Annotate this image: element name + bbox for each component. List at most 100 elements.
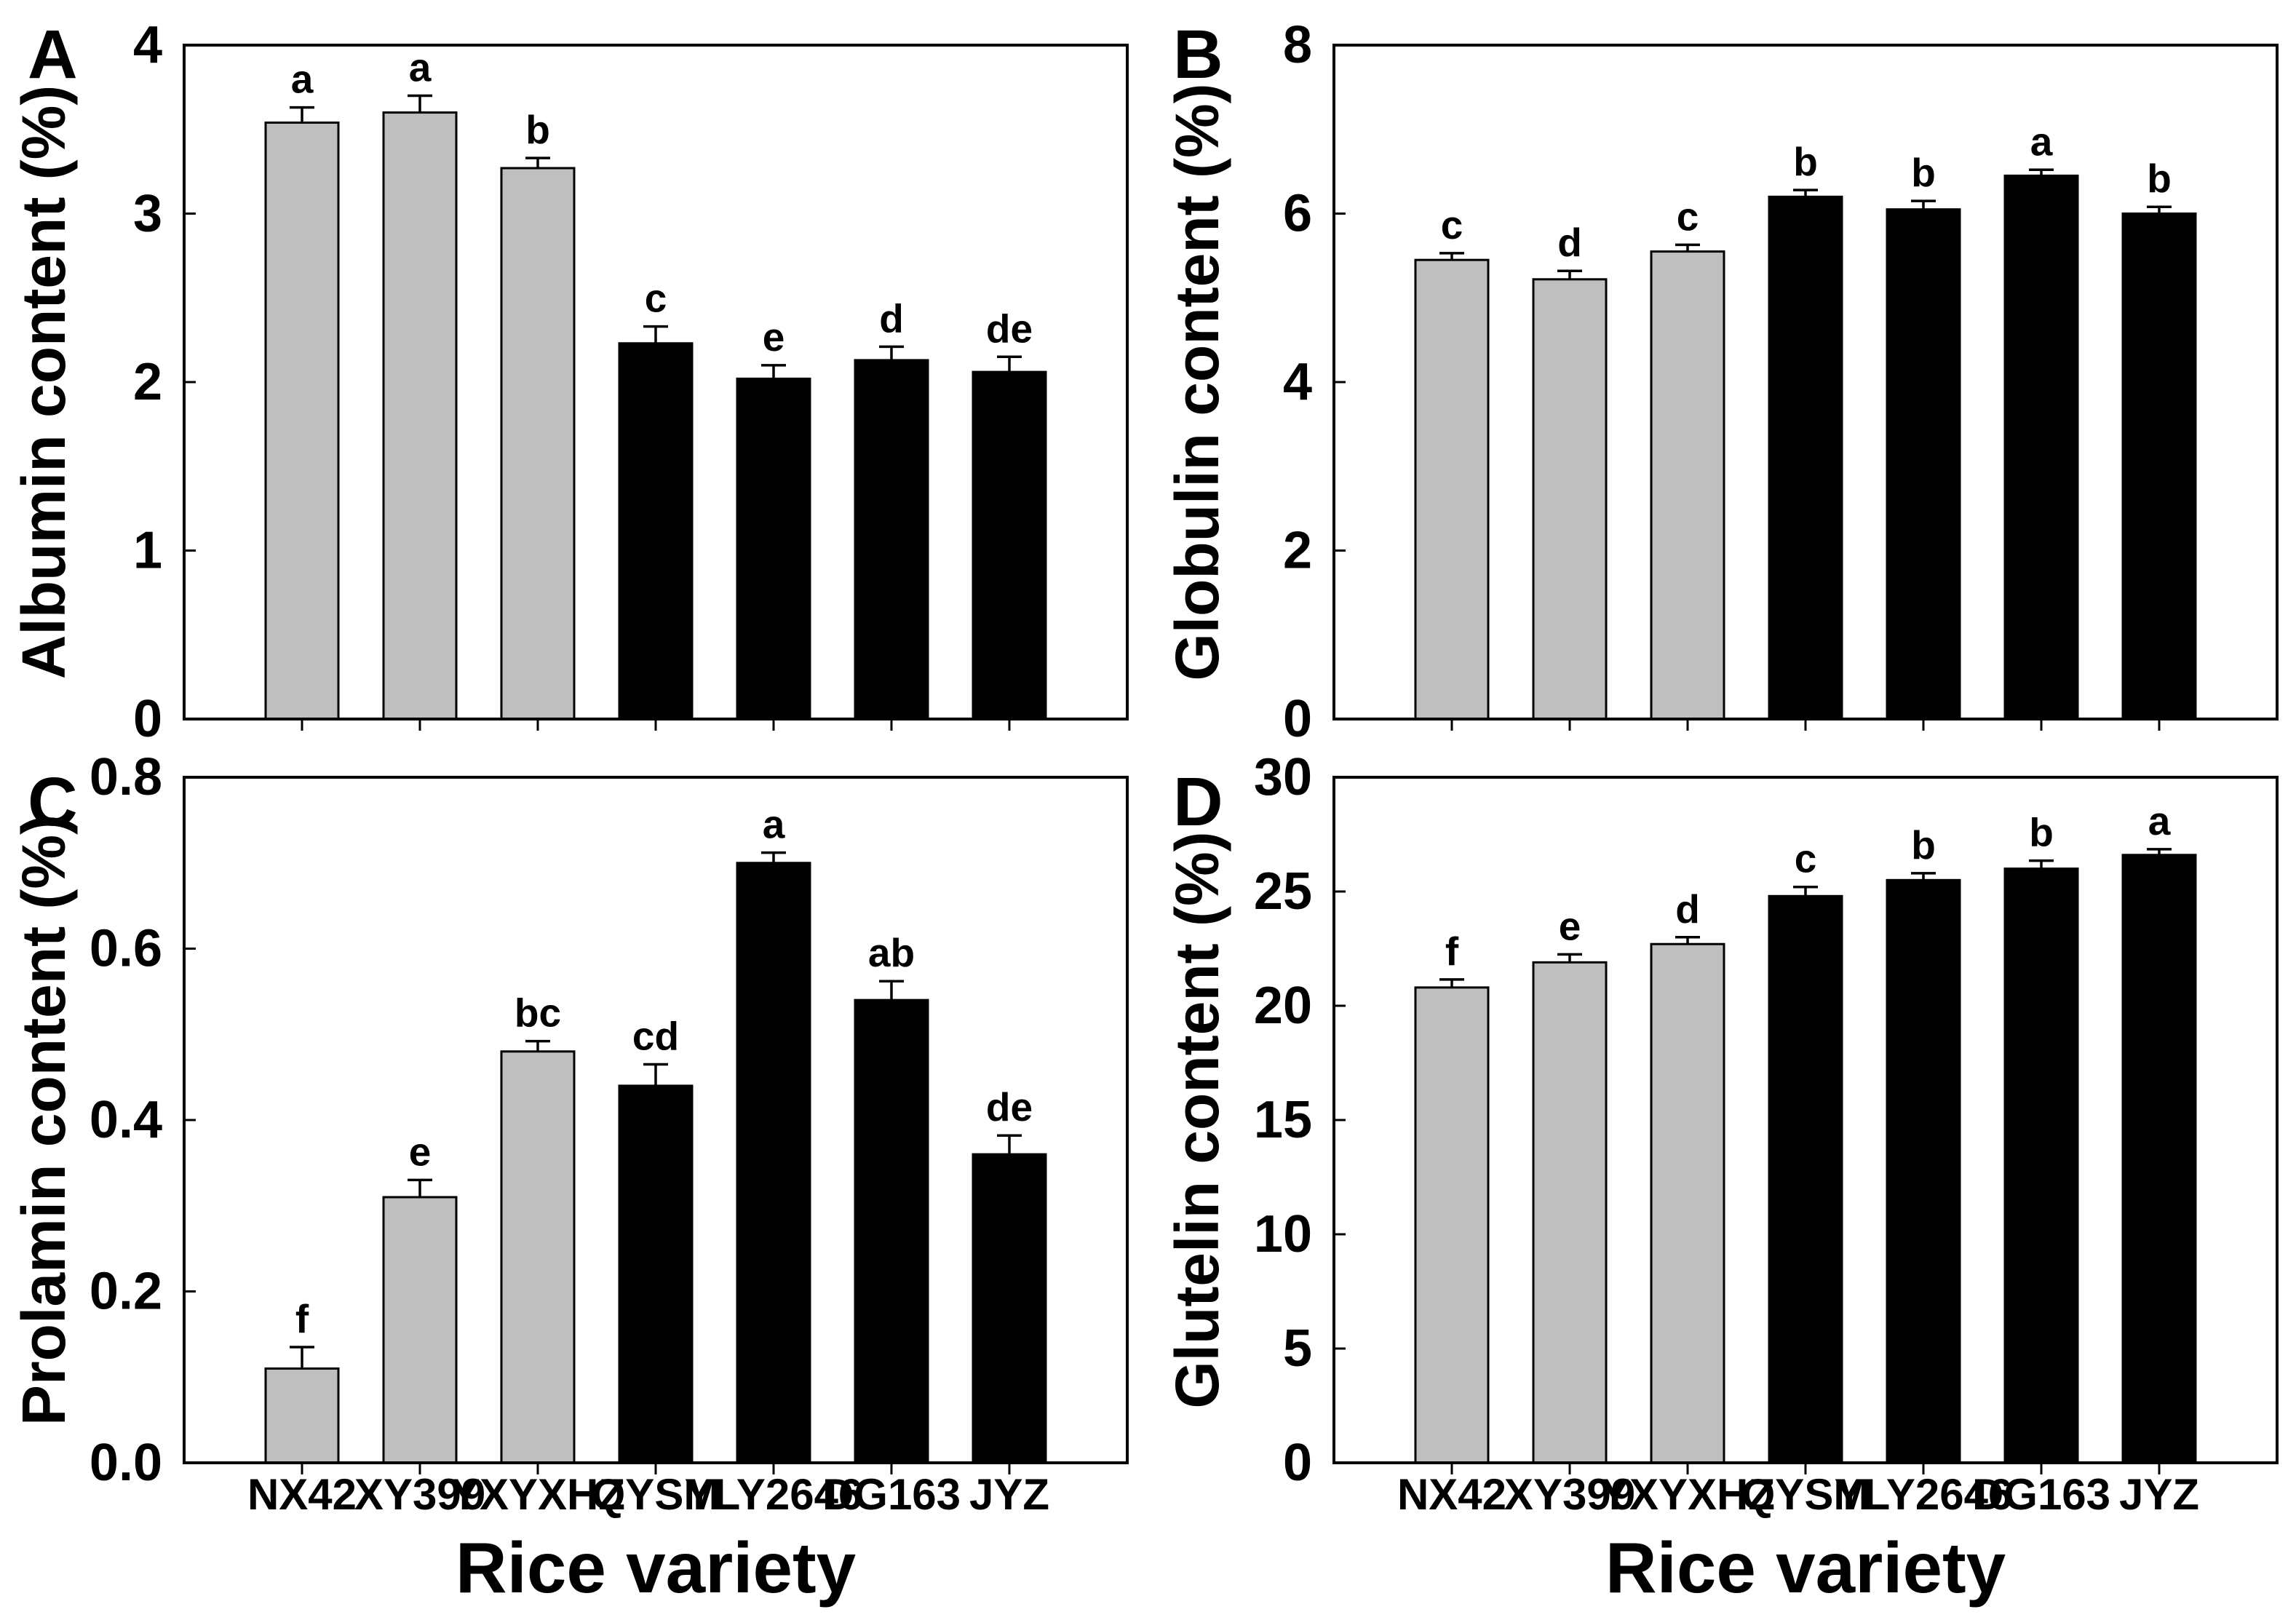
y-tick-label: 0 [133, 690, 162, 748]
y-tick-label: 0.8 [90, 748, 162, 806]
bar-c-YLY2646 [736, 862, 811, 1464]
bar-a-YLY2646 [736, 377, 811, 720]
y-axis-title-prolamin: Prolamin content (%) [9, 814, 78, 1426]
x-tick-label: XY399 [1504, 1470, 1635, 1519]
bar-b-JYZ [2121, 213, 2197, 720]
bar-c-DG163 [854, 998, 929, 1464]
sig-letter: d [1675, 886, 1700, 932]
sig-letter: c [1795, 836, 1817, 881]
sig-letter: c [1441, 202, 1463, 247]
x-tick-label: YXYXHZ [1600, 1470, 1775, 1519]
y-tick-label: 0.4 [90, 1091, 162, 1149]
sig-letter: a [409, 44, 432, 90]
y-tick-label: 0.0 [90, 1434, 162, 1492]
y-tick-label: 0.6 [90, 920, 162, 978]
x-tick-label: DG163 [822, 1470, 961, 1519]
sig-letter: b [1793, 139, 1818, 184]
bar-c-JYZ [972, 1153, 1047, 1464]
panel-letter-d: D [1173, 763, 1223, 841]
x-tick-label: YLY2646 [685, 1470, 863, 1519]
sig-letter: a [2030, 119, 2053, 164]
y-tick-label: 4 [1283, 353, 1312, 411]
bar-a-QYSM [618, 342, 694, 720]
x-tick-label: NX42 [1397, 1470, 1506, 1519]
y-tick-label: 3 [133, 185, 162, 243]
sig-letter: f [1445, 929, 1459, 974]
y-tick-label: 2 [133, 353, 162, 411]
x-tick-label: YLY2646 [1835, 1470, 2013, 1519]
panel-letter-c: C [28, 763, 78, 841]
sig-letter: b [1911, 822, 1936, 867]
y-axis-title-albumin: Albumin content (%) [9, 84, 78, 680]
bar-a-YXYXHZ [500, 167, 576, 720]
sig-letter: de [986, 1084, 1033, 1129]
sig-letter: f [295, 1296, 309, 1341]
x-tick-label: DG163 [1972, 1470, 2110, 1519]
sig-letter: bc [515, 990, 561, 1036]
bar-d-QYSM [1768, 894, 1843, 1464]
sig-letter: cd [632, 1013, 679, 1058]
x-tick-label: JYZ [969, 1470, 1049, 1519]
y-tick-label: 1 [133, 522, 162, 580]
bar-d-JYZ [2121, 854, 2197, 1464]
panel-letter-a: A [28, 16, 78, 93]
sig-letter: e [763, 314, 785, 360]
sig-letter: c [645, 276, 667, 321]
y-tick-label: 15 [1254, 1091, 1312, 1149]
y-tick-label: 30 [1254, 748, 1312, 806]
bar-d-YLY2646 [1886, 878, 1961, 1464]
sig-letter: b [2147, 156, 2172, 201]
x-axis-title-left: Rice variety [455, 1528, 857, 1608]
y-tick-label: 4 [133, 16, 162, 74]
bar-b-QYSM [1768, 195, 1843, 720]
sig-letter: e [409, 1129, 432, 1174]
sig-letter: ab [868, 930, 915, 975]
bar-a-JYZ [972, 370, 1047, 720]
bar-c-QYSM [618, 1084, 694, 1464]
y-axis-title-glutelin: Glutelin content (%) [1163, 831, 1231, 1409]
sig-letter: e [1559, 903, 1581, 948]
panel-letter-b: B [1173, 16, 1223, 93]
sig-letter: de [986, 306, 1033, 351]
sig-letter: a [291, 57, 314, 102]
bar-c-XY399 [382, 1196, 458, 1464]
sig-letter: b [2029, 810, 2054, 855]
bar-a-NX42 [264, 121, 340, 720]
sig-letter: d [1557, 220, 1582, 265]
bar-a-DG163 [854, 359, 929, 720]
sig-letter: a [763, 802, 785, 847]
bar-c-NX42 [264, 1367, 340, 1464]
y-tick-label: 0 [1283, 1434, 1312, 1492]
bar-d-XY399 [1532, 961, 1608, 1464]
y-tick-label: 6 [1283, 185, 1312, 243]
bar-d-DG163 [2003, 867, 2079, 1464]
y-tick-label: 10 [1254, 1205, 1312, 1263]
y-tick-label: 0 [1283, 690, 1312, 748]
x-axis-title-right: Rice variety [1605, 1528, 2006, 1608]
x-tick-label: QYSM [1741, 1470, 1870, 1519]
x-tick-label: QYSM [592, 1470, 720, 1519]
bar-d-NX42 [1414, 986, 1490, 1464]
y-tick-label: 0.2 [90, 1263, 162, 1321]
y-tick-label: 2 [1283, 522, 1312, 580]
bar-b-XY399 [1532, 278, 1608, 720]
sig-letter: b [1911, 150, 1936, 195]
y-tick-label: 5 [1283, 1319, 1312, 1378]
bar-b-NX42 [1414, 258, 1490, 720]
x-tick-label: YXYXHZ [450, 1470, 625, 1519]
bar-c-YXYXHZ [500, 1050, 576, 1464]
sig-letter: b [525, 107, 550, 152]
sig-letter: c [1677, 194, 1699, 239]
sig-letter: d [879, 295, 904, 341]
bar-d-YXYXHZ [1650, 942, 1725, 1464]
y-tick-label: 20 [1254, 977, 1312, 1035]
bar-b-DG163 [2003, 174, 2079, 720]
y-axis-title-globulin: Globulin content (%) [1163, 83, 1231, 681]
x-tick-label: NX42 [247, 1470, 357, 1519]
sig-letter: a [2148, 798, 2171, 843]
x-tick-label: JYZ [2119, 1470, 2199, 1519]
bar-a-XY399 [382, 111, 458, 720]
bar-b-YXYXHZ [1650, 250, 1725, 720]
